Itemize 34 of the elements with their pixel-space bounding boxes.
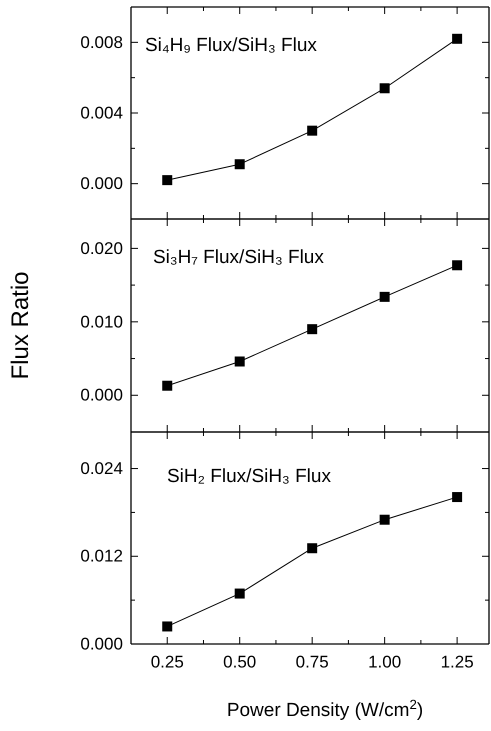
point: [380, 514, 390, 525]
y-tick-label: 0.000: [80, 634, 123, 654]
point: [452, 260, 462, 270]
x-tick-label: 1.00: [368, 652, 402, 672]
y-tick-label: 0.008: [80, 32, 123, 52]
point: [307, 324, 318, 334]
point: [234, 356, 245, 366]
point: [307, 126, 318, 136]
point: [234, 588, 245, 599]
point: [452, 492, 462, 502]
point: [452, 34, 462, 44]
point: [380, 292, 390, 302]
x-tick-label: 0.75: [296, 652, 329, 672]
x-tick-label: 0.50: [223, 652, 256, 672]
x-tick-label: 1.25: [440, 652, 474, 672]
point: [162, 175, 172, 186]
x-axis-title: Power Density (W/cm$^{2}$): [226, 696, 424, 721]
y-tick-label: 0.000: [80, 174, 123, 194]
y-tick-label: 0.010: [80, 312, 123, 332]
text: Si₃H₇ Flux/SiH₃ Flux: [153, 247, 324, 268]
y-tick-label: 0.024: [80, 458, 123, 478]
point: [162, 621, 172, 632]
y-tick-label: 0.012: [80, 546, 123, 566]
point: [162, 380, 172, 391]
text: SiH₂ Flux/SiH₃ Flux: [167, 466, 332, 487]
point: [234, 159, 245, 170]
text: Si₄H₉ Flux/SiH₃ Flux: [145, 35, 318, 56]
y-tick-label: 0.000: [80, 386, 123, 405]
y-axis-title: Flux Ratio: [7, 271, 34, 380]
x-tick-label: 0.25: [150, 652, 184, 672]
y-tick-label: 0.020: [80, 238, 123, 258]
point: [380, 83, 390, 94]
y-tick-label: 0.004: [80, 103, 123, 122]
point: [307, 543, 318, 554]
